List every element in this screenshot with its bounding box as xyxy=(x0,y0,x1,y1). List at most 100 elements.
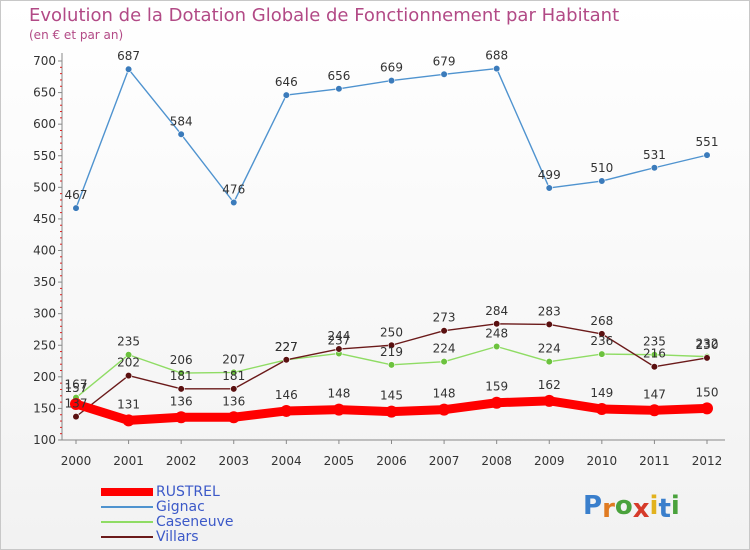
data-point-rustrel xyxy=(280,404,293,417)
logo-letter: x xyxy=(632,494,650,524)
x-tick-label: 2011 xyxy=(639,454,670,468)
proxiti-logo: Proxiti xyxy=(583,491,680,524)
series-line-gignac xyxy=(75,67,708,209)
data-point-villars xyxy=(650,363,659,371)
data-label-gignac: 656 xyxy=(327,69,350,83)
legend-swatch xyxy=(101,488,153,496)
data-point-rustrel xyxy=(595,403,608,416)
data-label-caseneuve: 237 xyxy=(327,333,350,347)
data-point-villars xyxy=(545,320,553,329)
data-label-caseneuve: 167 xyxy=(65,378,88,392)
y-tick-label: 100 xyxy=(33,433,56,447)
x-tick-label: 2003 xyxy=(218,454,249,468)
data-point-caseneuve xyxy=(598,350,606,358)
x-tick-label: 2010 xyxy=(587,454,618,468)
data-label-villars: 230 xyxy=(696,338,719,352)
data-label-caseneuve: 235 xyxy=(643,335,666,349)
logo-letter: t xyxy=(658,494,671,524)
data-label-villars: 273 xyxy=(433,311,456,325)
data-label-villars: 284 xyxy=(485,304,508,318)
data-label-gignac: 679 xyxy=(433,54,456,68)
x-tick-label: 2002 xyxy=(166,454,197,468)
data-labels: 467 687 584 476 646 656 669 679 688 499 510 531 551 1… xyxy=(65,49,719,412)
data-label-villars: 268 xyxy=(590,314,613,328)
data-label-villars: 181 xyxy=(170,369,193,383)
legend-label: Caseneuve xyxy=(156,514,234,530)
data-point-gignac xyxy=(72,204,80,212)
legend-label: Gignac xyxy=(156,499,205,515)
y-tick-label: 350 xyxy=(33,275,56,289)
data-point-caseneuve xyxy=(650,351,659,359)
y-tick-label: 200 xyxy=(33,370,56,384)
data-label-rustrel: 145 xyxy=(380,389,403,403)
data-point-rustrel xyxy=(70,397,82,410)
x-tick-label: 2000 xyxy=(61,454,92,468)
data-label-caseneuve: 248 xyxy=(485,327,508,341)
data-label-villars: 181 xyxy=(222,369,245,383)
data-label-caseneuve: 236 xyxy=(590,334,613,348)
data-point-rustrel xyxy=(648,404,661,417)
data-point-villars xyxy=(703,354,711,362)
data-label-caseneuve: 235 xyxy=(117,335,140,349)
legend-swatch xyxy=(101,506,153,508)
legend-label: Villars xyxy=(156,529,199,545)
data-label-rustrel: 150 xyxy=(696,385,719,399)
data-point-villars xyxy=(440,327,448,335)
chart-subtitle: (en € et par an) xyxy=(29,28,124,42)
y-tick-label: 450 xyxy=(33,212,56,226)
legend-label: RUSTREL xyxy=(156,484,220,500)
data-point-villars xyxy=(124,371,133,380)
data-label-caseneuve: 232 xyxy=(696,337,719,351)
data-label-rustrel: 147 xyxy=(643,387,666,401)
legend-swatch xyxy=(101,536,153,538)
data-label-villars: 202 xyxy=(117,356,140,370)
data-point-caseneuve xyxy=(493,342,501,351)
y-tick-label: 150 xyxy=(33,401,56,415)
data-point-rustrel xyxy=(543,394,556,407)
data-point-villars xyxy=(598,330,606,338)
data-label-caseneuve: 206 xyxy=(170,353,193,367)
data-label-villars: 227 xyxy=(275,340,298,354)
logo-letter: P xyxy=(583,491,603,521)
data-point-gignac xyxy=(545,184,553,192)
y-tick-label: 700 xyxy=(33,54,56,68)
data-label-gignac: 476 xyxy=(222,182,245,196)
x-tick-label: 2001 xyxy=(113,454,144,468)
data-point-rustrel xyxy=(385,405,398,418)
x-tick-label: 2007 xyxy=(429,454,460,468)
data-label-villars: 250 xyxy=(380,325,403,339)
data-label-rustrel: 148 xyxy=(327,387,350,401)
data-point-gignac xyxy=(230,198,238,207)
y-tick-label: 300 xyxy=(33,307,56,321)
data-point-gignac xyxy=(493,64,501,73)
data-point-rustrel xyxy=(490,396,503,409)
data-point-gignac xyxy=(282,91,290,99)
data-point-caseneuve xyxy=(387,361,396,369)
data-label-gignac: 467 xyxy=(65,188,88,202)
axes: 100 150 200 250 300 350 400 450 500 550 600 650 700 2… xyxy=(33,53,725,468)
data-label-caseneuve: 224 xyxy=(433,342,456,356)
data-label-rustrel: 136 xyxy=(170,394,193,408)
data-point-gignac xyxy=(124,65,133,73)
data-label-rustrel: 162 xyxy=(538,378,561,392)
data-label-rustrel: 149 xyxy=(590,386,613,400)
data-point-villars xyxy=(493,320,501,328)
data-label-rustrel: 136 xyxy=(222,394,245,408)
data-point-gignac xyxy=(650,164,659,172)
data-label-rustrel: 148 xyxy=(433,387,456,401)
data-point-villars xyxy=(177,385,185,393)
data-point-rustrel xyxy=(438,403,451,416)
data-label-caseneuve: 224 xyxy=(538,342,561,356)
x-tick-label: 2008 xyxy=(481,454,512,468)
data-point-rustrel xyxy=(701,402,713,415)
x-tick-label: 2005 xyxy=(324,454,355,468)
x-tick-label: 2009 xyxy=(534,454,565,468)
y-tick-label: 500 xyxy=(33,180,56,194)
data-label-gignac: 687 xyxy=(117,49,140,63)
data-point-villars xyxy=(387,341,396,349)
chart-title: Evolution de la Dotation Globale de Fonc… xyxy=(29,5,620,26)
data-point-villars xyxy=(230,385,238,393)
legend-swatch xyxy=(101,521,153,523)
data-point-caseneuve xyxy=(124,351,133,359)
